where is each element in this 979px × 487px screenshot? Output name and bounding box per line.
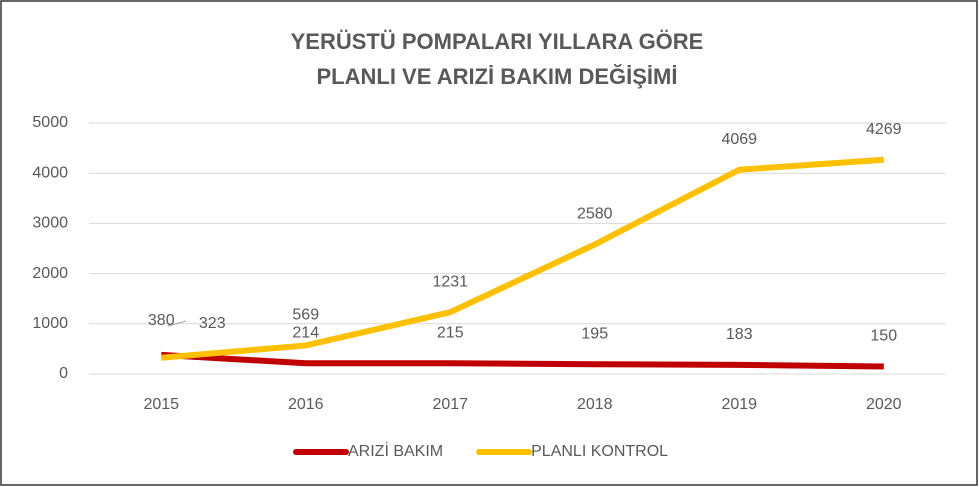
chart-title: YERÜSTÜ POMPALARI YILLARA GÖRE (291, 29, 704, 54)
series-line (160, 156, 884, 361)
series-line (161, 351, 884, 370)
data-label: 569 (292, 307, 319, 324)
data-label: 195 (581, 325, 608, 342)
y-tick-label: 2000 (32, 265, 68, 282)
chart-title: PLANLI VE ARIZİ BAKIM DEĞİŞİMİ (317, 64, 678, 89)
x-tick-label: 2015 (143, 396, 179, 413)
x-tick-label: 2019 (721, 396, 757, 413)
x-tick-label: 2020 (866, 396, 902, 413)
data-label: 323 (199, 315, 226, 332)
y-tick-label: 5000 (32, 114, 68, 131)
y-tick-label: 4000 (32, 164, 68, 181)
data-label: 380 (148, 312, 175, 329)
data-label: 183 (726, 326, 753, 343)
data-label: 4069 (721, 131, 757, 148)
data-label: 215 (437, 324, 464, 341)
y-tick-label: 3000 (32, 215, 68, 232)
y-tick-label: 0 (59, 365, 68, 382)
data-label: 214 (292, 324, 319, 341)
data-label: 4269 (866, 121, 902, 138)
data-label: 150 (870, 328, 897, 345)
x-tick-label: 2016 (288, 396, 324, 413)
leader-line (167, 320, 187, 327)
data-label: 2580 (577, 206, 613, 223)
x-tick-label: 2018 (577, 396, 613, 413)
data-label: 1231 (432, 273, 468, 290)
y-tick-label: 1000 (32, 315, 68, 332)
legend-label: ARIZİ BAKIM (348, 441, 443, 460)
x-tick-label: 2017 (432, 396, 468, 413)
legend-label: PLANLI KONTROL (531, 443, 668, 460)
